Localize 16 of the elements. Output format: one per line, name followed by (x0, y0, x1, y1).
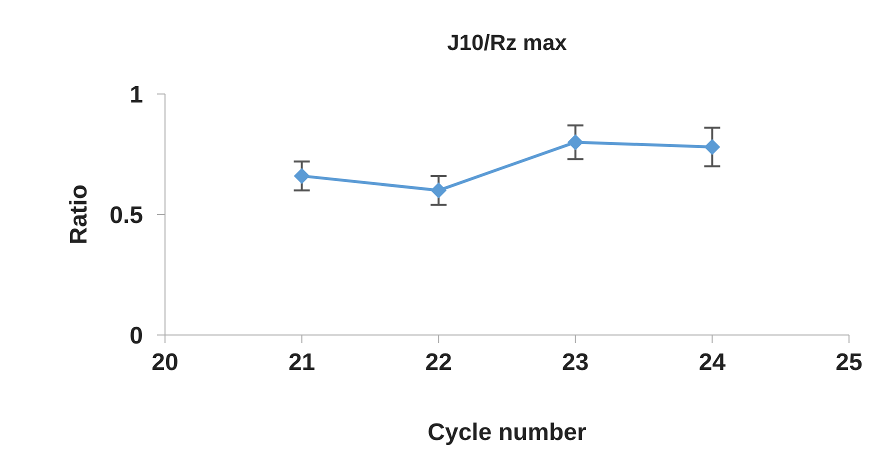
x-tick-label: 22 (425, 349, 452, 376)
point (294, 168, 310, 184)
chart-title: J10/Rz max (446, 30, 568, 56)
x-tick-label: 21 (288, 349, 316, 376)
x-tick-label: 23 (562, 349, 589, 376)
point (430, 182, 447, 198)
x-tick-label: 24 (698, 349, 726, 376)
y-axis-title: Ratio (66, 184, 93, 244)
point (567, 134, 584, 150)
y-tick-label: 0 (130, 322, 143, 350)
point (704, 139, 720, 156)
x-tick-label: 20 (152, 349, 178, 376)
y-tick-label: 1 (130, 82, 143, 109)
x-axis-title: Cycle number (428, 419, 586, 446)
y-tick-label: 0.5 (110, 202, 143, 230)
x-tick-label: 25 (836, 349, 862, 376)
